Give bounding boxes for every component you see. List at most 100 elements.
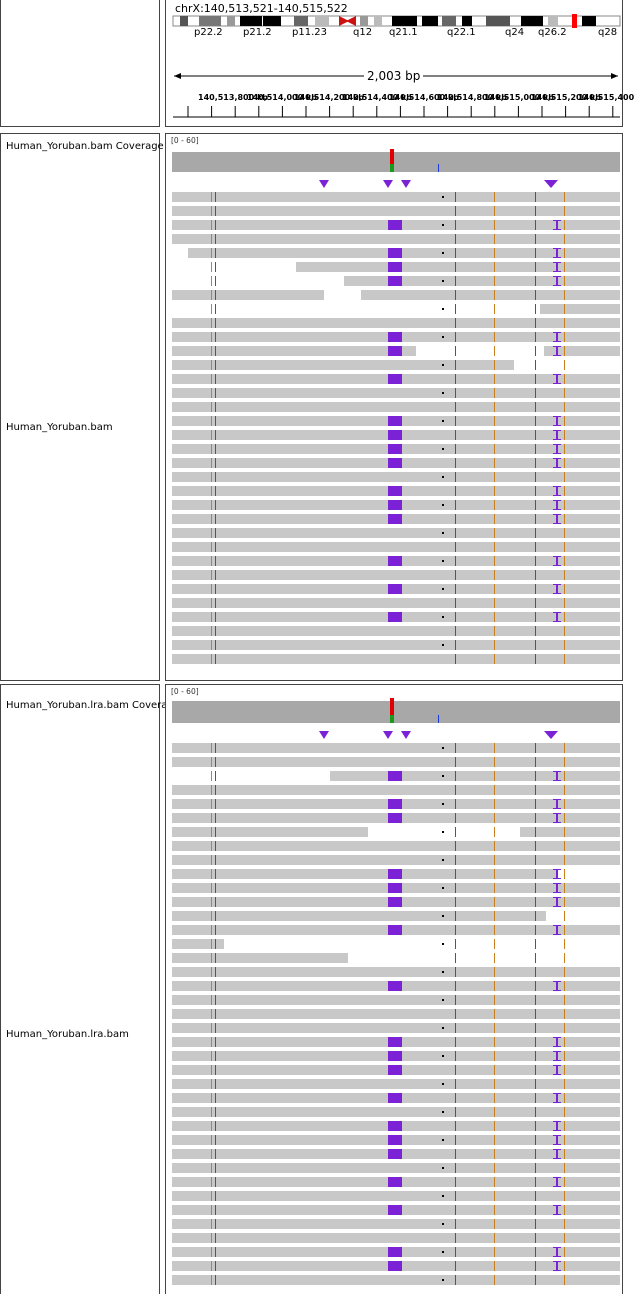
mismatch <box>494 771 495 781</box>
mismatch <box>494 1219 495 1229</box>
mismatch <box>211 654 212 664</box>
read <box>172 542 620 552</box>
mismatch <box>215 654 216 664</box>
mismatch <box>564 220 565 230</box>
read <box>172 855 620 865</box>
mismatch <box>211 276 212 286</box>
mismatch <box>564 1093 565 1103</box>
mismatch <box>494 883 495 893</box>
mismatch <box>455 995 456 1005</box>
mismatch <box>564 771 565 781</box>
track2-alignment-name[interactable]: Human_Yoruban.lra.bam <box>6 1029 129 1040</box>
insertion <box>553 556 561 557</box>
insertion <box>553 1121 561 1122</box>
mismatch <box>211 234 212 244</box>
mismatch <box>215 1093 216 1103</box>
mismatch <box>564 332 565 342</box>
mismatch <box>494 841 495 851</box>
ruler-ticks <box>173 106 620 118</box>
mismatch <box>211 1261 212 1271</box>
mismatch <box>564 785 565 795</box>
ideogram-ruler[interactable] <box>0 0 640 130</box>
mismatch <box>215 1261 216 1271</box>
mismatch <box>494 234 495 244</box>
mismatch <box>494 1177 495 1187</box>
track2-coverage-name[interactable]: Human_Yoruban.lra.bam Coverage <box>6 700 180 711</box>
mismatch <box>535 841 536 851</box>
mismatch <box>215 1177 216 1187</box>
mismatch <box>455 248 456 258</box>
coverage-mismatch <box>438 164 439 172</box>
read <box>172 1163 620 1173</box>
deletion-dot <box>442 364 444 366</box>
insertion <box>553 332 561 333</box>
mismatch <box>455 1009 456 1019</box>
insertion <box>553 981 561 982</box>
mismatch <box>215 1205 216 1215</box>
mismatch <box>215 528 216 538</box>
track2-reads[interactable] <box>166 685 623 1294</box>
mismatch <box>455 925 456 935</box>
mismatch <box>564 1121 565 1131</box>
deletion-dot <box>442 943 444 945</box>
deletion-dot <box>442 560 444 562</box>
mismatch <box>535 967 536 977</box>
track2-data-panel[interactable]: [0 - 60] <box>165 684 623 1294</box>
insertion <box>553 780 561 781</box>
tick-label: 140,515,000 kb <box>484 93 555 102</box>
mismatch <box>564 472 565 482</box>
read <box>344 276 620 286</box>
mismatch <box>211 402 212 412</box>
insertion <box>556 771 558 781</box>
mismatch <box>564 388 565 398</box>
insertion <box>553 1102 561 1103</box>
insertion <box>388 276 402 286</box>
deletion-dot <box>442 420 444 422</box>
track1-alignment-name[interactable]: Human_Yoruban.bam <box>6 422 113 433</box>
mismatch <box>564 757 565 767</box>
insertion <box>553 1270 561 1271</box>
track2-name-panel[interactable]: Human_Yoruban.lra.bam Coverage Human_Yor… <box>0 684 180 1294</box>
insertion <box>388 1121 402 1131</box>
mismatch <box>494 486 495 496</box>
mismatch <box>211 514 212 524</box>
mismatch <box>211 1023 212 1033</box>
mismatch <box>494 528 495 538</box>
mismatch <box>215 911 216 921</box>
chromosome-ideogram[interactable] <box>172 14 621 28</box>
mismatch <box>564 897 565 907</box>
mismatch <box>494 1275 495 1285</box>
track1-coverage-name[interactable]: Human_Yoruban.bam Coverage <box>6 141 164 152</box>
insertion <box>553 262 561 263</box>
mismatch <box>455 542 456 552</box>
deletion-dot <box>442 1223 444 1225</box>
mismatch <box>455 743 456 753</box>
mismatch <box>211 248 212 258</box>
mismatch <box>494 472 495 482</box>
track2-coverage-range: [0 - 60] <box>171 687 199 696</box>
mismatch <box>455 654 456 664</box>
track1-reads[interactable] <box>166 134 623 681</box>
mismatch <box>564 1135 565 1145</box>
mismatch <box>494 416 495 426</box>
insertion <box>553 276 561 277</box>
mismatch <box>215 869 216 879</box>
read <box>172 1107 620 1117</box>
insertion <box>388 374 402 384</box>
mismatch <box>455 953 456 963</box>
track1-name-panel[interactable]: Human_Yoruban.bam Coverage Human_Yoruban… <box>0 133 164 681</box>
mismatch <box>215 430 216 440</box>
track1-data-panel[interactable]: [0 - 60] <box>165 133 623 681</box>
deletion-dot <box>442 476 444 478</box>
tick-label: 140,514,400 kb <box>342 93 413 102</box>
mismatch <box>535 416 536 426</box>
mismatch <box>455 388 456 398</box>
mismatch <box>455 1135 456 1145</box>
track1-coverage-range: [0 - 60] <box>171 136 199 145</box>
read <box>172 757 620 767</box>
mismatch <box>455 374 456 384</box>
mismatch <box>564 1163 565 1173</box>
mismatch <box>535 1149 536 1159</box>
read <box>172 234 620 244</box>
mismatch <box>494 318 495 328</box>
